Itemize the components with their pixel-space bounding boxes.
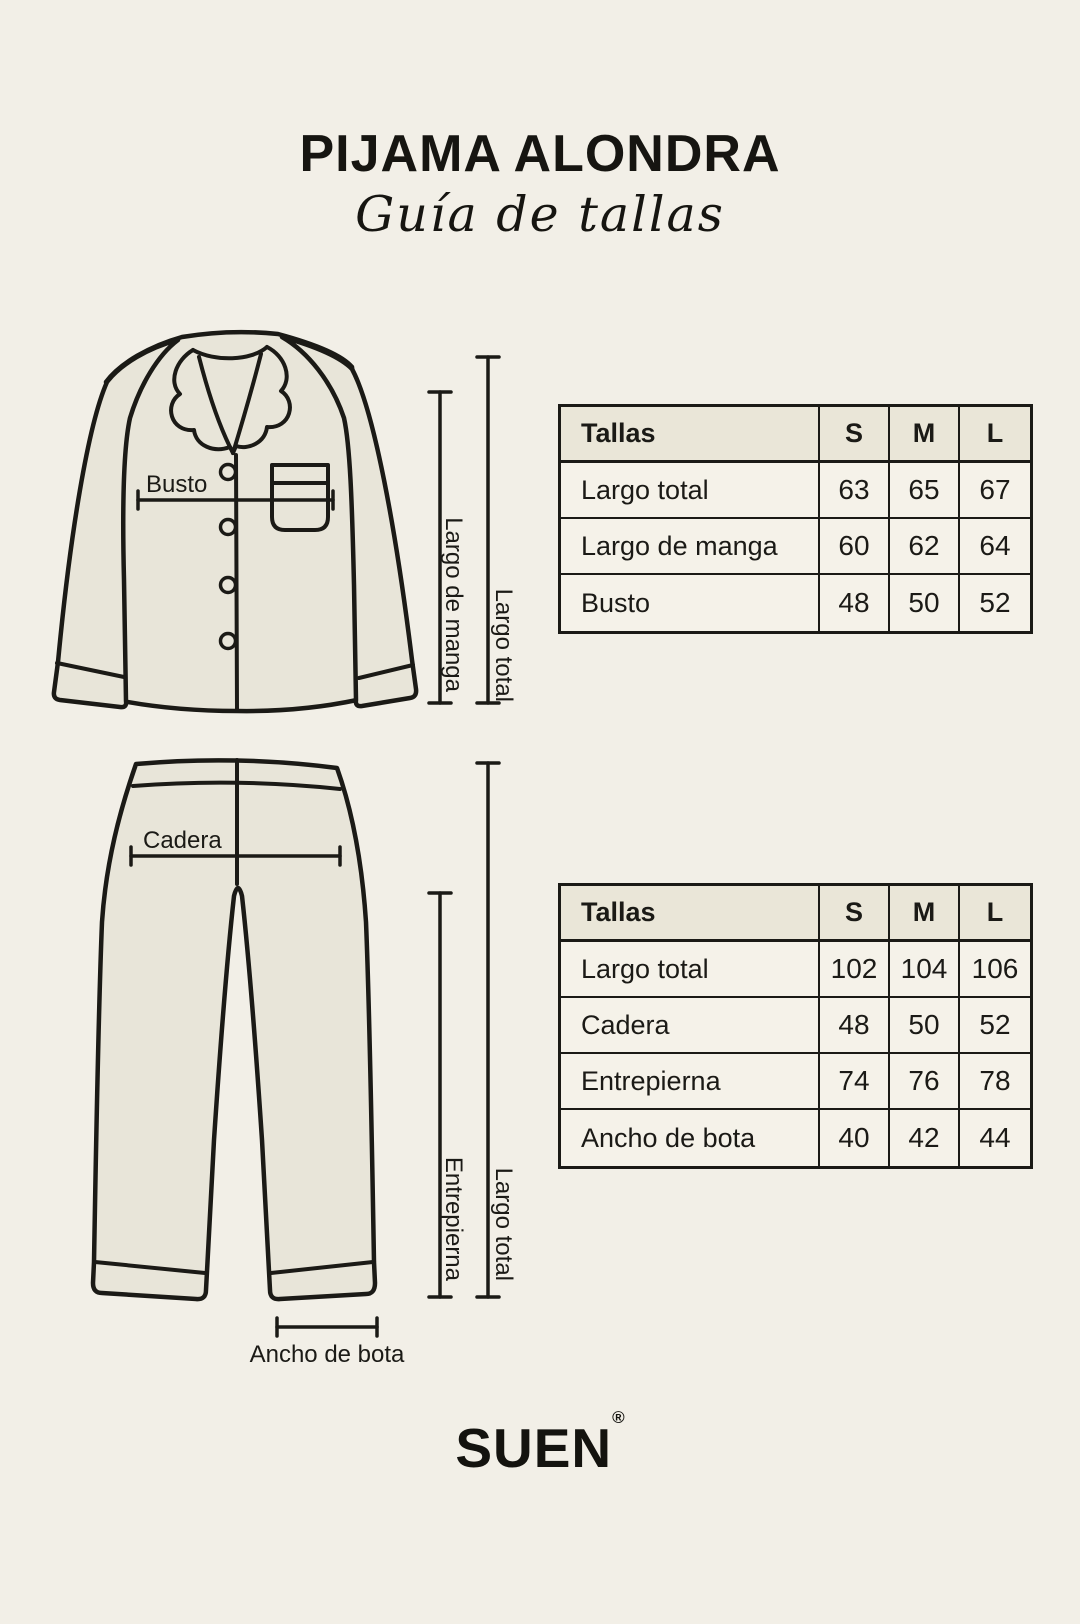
row-value: 48 bbox=[820, 575, 890, 631]
row-value: 63 bbox=[820, 463, 890, 519]
table-header-tallas: Tallas bbox=[561, 886, 820, 942]
row-value: 78 bbox=[960, 1054, 1030, 1110]
row-value: 48 bbox=[820, 998, 890, 1054]
table-row: Ancho de bota 40 42 44 bbox=[561, 1110, 1030, 1166]
brand-logo: SUEN® bbox=[0, 1408, 1080, 1480]
pants-drawing bbox=[90, 758, 378, 1302]
pants-measurements bbox=[129, 761, 501, 1338]
ancho-label: Ancho de bota bbox=[250, 1341, 405, 1368]
shirt-button bbox=[218, 575, 238, 595]
table-row: Largo total 63 65 67 bbox=[561, 463, 1030, 519]
row-value: 50 bbox=[890, 998, 960, 1054]
row-value: 52 bbox=[960, 998, 1030, 1054]
row-label: Ancho de bota bbox=[561, 1110, 820, 1166]
brand-name: SUEN bbox=[455, 1417, 613, 1479]
pants-total-label: Largo total bbox=[490, 1168, 517, 1281]
table-row: Cadera 48 50 52 bbox=[561, 998, 1030, 1054]
shirt-button bbox=[218, 462, 238, 482]
table-row: Busto 48 50 52 bbox=[561, 575, 1030, 631]
shirt-v-opening-right bbox=[231, 352, 263, 455]
row-value: 64 bbox=[960, 519, 1030, 575]
table-header-size-s: S bbox=[820, 407, 890, 463]
page-title: PIJAMA ALONDRA bbox=[299, 125, 781, 183]
shirt-drawing bbox=[51, 329, 419, 714]
row-value: 102 bbox=[820, 942, 890, 998]
row-label: Entrepierna bbox=[561, 1054, 820, 1110]
shirt-left-lapel bbox=[169, 348, 235, 455]
table-header-size-l: L bbox=[960, 886, 1030, 942]
row-value: 76 bbox=[890, 1054, 960, 1110]
row-value: 44 bbox=[979, 1122, 1011, 1153]
row-value: 60 bbox=[820, 519, 890, 575]
row-value: 52 bbox=[979, 587, 1011, 618]
table-row: Entrepierna 74 76 78 bbox=[561, 1054, 1030, 1110]
cadera-label: Cadera bbox=[143, 827, 222, 854]
registered-mark: ® bbox=[612, 1408, 625, 1427]
table-header-size-s: S bbox=[820, 886, 890, 942]
shirt-left-sleeve bbox=[51, 337, 181, 710]
pants-right-cuff-line bbox=[269, 1260, 375, 1275]
table-header-size-m: M bbox=[890, 407, 960, 463]
table-header-row: Tallas S M L bbox=[561, 407, 1030, 463]
shirt-total-label: Largo total bbox=[490, 589, 517, 702]
table-row: Largo de manga 60 62 64 bbox=[561, 519, 1030, 575]
row-label: Largo total bbox=[561, 942, 820, 998]
row-label: Largo de manga bbox=[561, 519, 820, 575]
shirt-measurements bbox=[136, 355, 501, 705]
row-value: 106 bbox=[960, 942, 1030, 998]
manga-label: Largo de manga bbox=[440, 517, 467, 692]
pants-outline bbox=[90, 758, 378, 1302]
row-value: 65 bbox=[890, 463, 960, 519]
table-header-size-l: L bbox=[960, 407, 1030, 463]
shirt-right-lapel bbox=[231, 345, 292, 455]
size-table-top: Tallas S M L Largo total 63 65 67 Largo … bbox=[558, 404, 1033, 634]
table-row: Largo total 102 104 106 bbox=[561, 942, 1030, 998]
row-label: Largo total bbox=[561, 463, 820, 519]
shirt-button bbox=[218, 631, 238, 651]
row-value: 67 bbox=[960, 463, 1030, 519]
row-value: 40 bbox=[820, 1110, 890, 1166]
shirt-right-cuff-line bbox=[357, 663, 415, 680]
size-table-pants: Tallas S M L Largo total 102 104 106 Cad… bbox=[558, 883, 1033, 1169]
shirt-button bbox=[218, 517, 238, 537]
table-header-tallas: Tallas bbox=[561, 407, 820, 463]
shirt-right-sleeve bbox=[279, 334, 419, 709]
row-value: 62 bbox=[890, 519, 960, 575]
shirt-collar-back-line bbox=[191, 345, 269, 361]
busto-label: Busto bbox=[146, 471, 207, 498]
table-header-size-m: M bbox=[890, 886, 960, 942]
row-label: Cadera bbox=[561, 998, 820, 1054]
row-value: 74 bbox=[820, 1054, 890, 1110]
shirt-left-cuff-line bbox=[55, 661, 126, 679]
row-value: 50 bbox=[890, 575, 960, 631]
pants-left-cuff-line bbox=[93, 1260, 207, 1275]
table-header-row: Tallas S M L bbox=[561, 886, 1030, 942]
shirt-v-opening-left bbox=[197, 355, 235, 455]
page-subtitle: Guía de tallas bbox=[355, 186, 725, 243]
row-label: Busto bbox=[561, 575, 820, 631]
entrepierna-label: Entrepierna bbox=[440, 1157, 467, 1282]
shirt-pocket bbox=[270, 463, 330, 532]
row-value: 42 bbox=[890, 1110, 960, 1166]
row-value: 104 bbox=[890, 942, 960, 998]
